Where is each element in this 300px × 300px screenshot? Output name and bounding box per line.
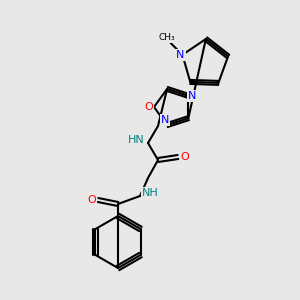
Text: NH: NH: [142, 188, 159, 198]
Text: N: N: [161, 115, 169, 125]
Text: HN: HN: [128, 135, 145, 145]
Text: O: O: [88, 195, 96, 205]
Text: N: N: [188, 91, 196, 101]
Text: O: O: [145, 102, 153, 112]
Text: N: N: [176, 50, 184, 60]
Text: CH₃: CH₃: [158, 33, 175, 42]
Text: O: O: [181, 152, 189, 162]
